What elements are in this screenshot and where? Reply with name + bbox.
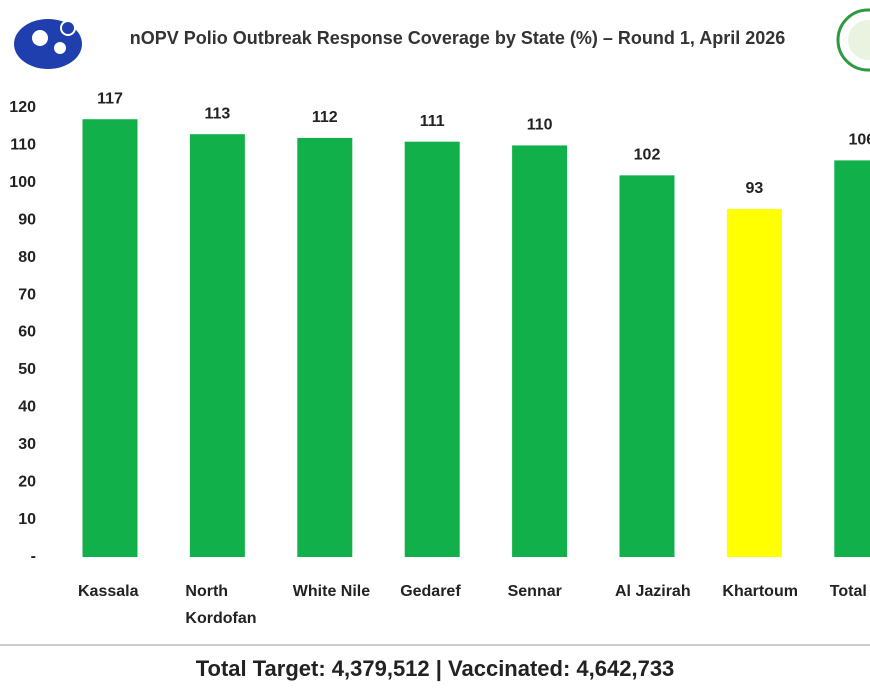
footer: Total Target: 4,379,512 | Vaccinated: 4,… — [195, 656, 675, 681]
bar — [726, 209, 782, 557]
value-label: 102 — [634, 147, 661, 164]
value-label: 113 — [204, 105, 230, 122]
y-tick-label: 110 — [10, 137, 36, 154]
y-tick-label: 120 — [9, 99, 36, 116]
logo-shape — [836, 8, 870, 72]
y-tick-label: 40 — [18, 399, 36, 416]
y-tick-label: 50 — [18, 361, 36, 378]
x-tick-label: White Nile — [292, 583, 371, 600]
x-tick-label: Sennar — [507, 583, 562, 600]
right-logo — [836, 8, 870, 72]
bar — [82, 119, 138, 557]
bar — [297, 137, 353, 557]
value-label: 117 — [97, 90, 123, 107]
y-tick-label: 80 — [18, 249, 36, 266]
logo-shape — [848, 20, 870, 60]
logo-shape — [32, 30, 48, 46]
x-tick-label: Al Jazirah — [615, 583, 691, 600]
x-tick-label: North Kordofan — [185, 583, 257, 627]
x-tick-label: Total S — [829, 583, 870, 600]
x-tick-label: Khartoum — [722, 583, 798, 600]
x-tick-label: Gedaref — [400, 583, 461, 600]
bar — [512, 145, 568, 557]
logo-shape — [60, 20, 76, 36]
y-tick-label: - — [31, 548, 36, 565]
bar — [404, 141, 460, 558]
left-logo — [14, 19, 82, 69]
y-tick-label: 70 — [18, 286, 36, 303]
y-tick-label: 90 — [18, 211, 36, 228]
value-label: 112 — [312, 109, 338, 126]
x-tick-label: Kassala — [78, 583, 139, 600]
y-tick-label: 30 — [18, 436, 36, 453]
y-tick-label: 60 — [18, 324, 36, 341]
value-label: 111 — [420, 113, 445, 130]
bar — [189, 134, 245, 558]
value-label: 106 — [848, 132, 870, 149]
bar — [619, 175, 675, 557]
y-tick-label: 20 — [18, 473, 36, 490]
chart-title: nOPV Polio Outbreak Response Coverage by… — [129, 28, 786, 48]
y-tick-label: 100 — [9, 174, 36, 191]
value-label: 93 — [746, 180, 764, 197]
bar — [834, 160, 870, 557]
y-tick-label: 10 — [18, 511, 36, 528]
value-label: 110 — [527, 117, 553, 134]
logo-shape — [54, 42, 66, 54]
